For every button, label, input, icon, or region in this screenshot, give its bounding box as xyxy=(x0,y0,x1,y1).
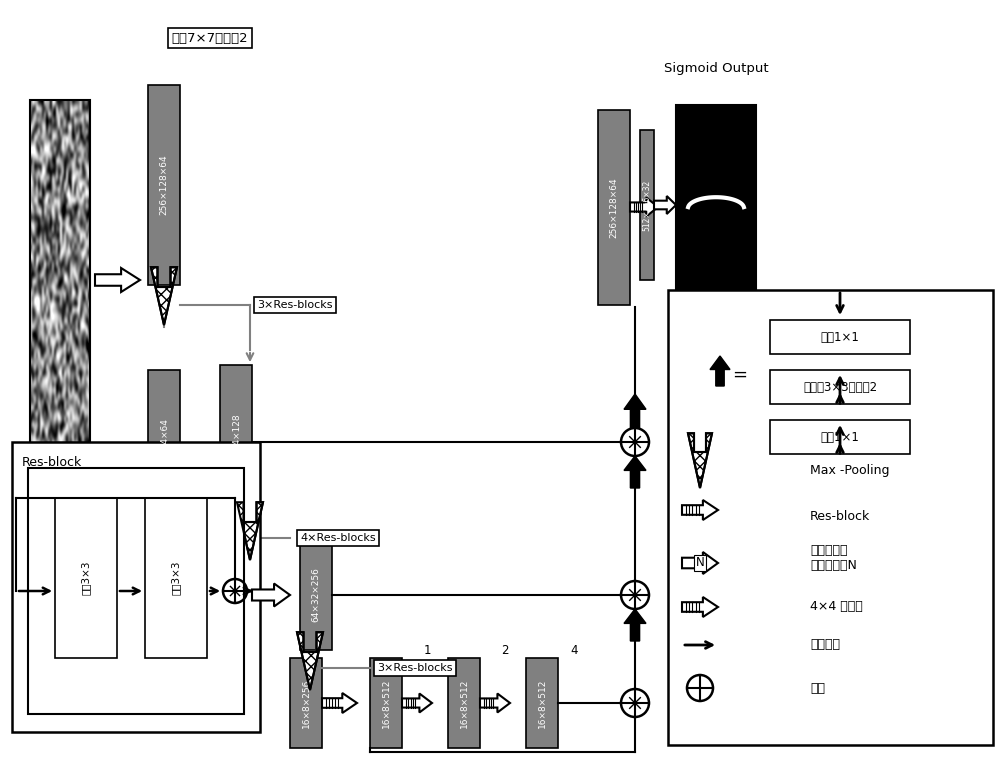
Polygon shape xyxy=(682,500,718,520)
Bar xyxy=(55,498,117,658)
Text: Max -Pooling: Max -Pooling xyxy=(810,463,890,476)
Polygon shape xyxy=(624,609,646,641)
Text: 16×8×256: 16×8×256 xyxy=(302,678,310,728)
Text: 卷积7×7，步进2: 卷积7×7，步进2 xyxy=(172,31,248,44)
Polygon shape xyxy=(624,394,646,428)
Text: 卷积1×1: 卷积1×1 xyxy=(821,431,859,443)
Text: 3×Res-blocks: 3×Res-blocks xyxy=(377,663,453,673)
Bar xyxy=(598,110,630,305)
Polygon shape xyxy=(630,197,658,216)
Polygon shape xyxy=(682,552,718,574)
Bar xyxy=(770,370,910,404)
Bar xyxy=(770,320,910,354)
Text: 64×32×256: 64×32×256 xyxy=(312,568,320,623)
Text: 3×Res-blocks: 3×Res-blocks xyxy=(257,300,333,310)
Text: 卷积3×3: 卷积3×3 xyxy=(81,561,91,595)
Text: Res-block: Res-block xyxy=(22,456,82,469)
Polygon shape xyxy=(402,693,432,712)
Bar xyxy=(640,130,654,280)
Bar xyxy=(300,540,332,650)
Polygon shape xyxy=(237,502,263,560)
Text: 2: 2 xyxy=(501,643,509,657)
Bar xyxy=(676,105,756,320)
Text: 1: 1 xyxy=(680,183,688,196)
Bar xyxy=(148,85,180,285)
Text: 128×64×64: 128×64×64 xyxy=(160,418,168,472)
Polygon shape xyxy=(480,693,510,712)
Text: 1: 1 xyxy=(423,643,431,657)
Text: 残差连接: 残差连接 xyxy=(810,639,840,652)
Text: 512×256×32: 512×256×32 xyxy=(642,179,652,231)
Text: =: = xyxy=(732,366,748,384)
Text: 4: 4 xyxy=(570,643,578,657)
Text: 4×Res-blocks: 4×Res-blocks xyxy=(300,533,376,543)
Text: Res-block: Res-block xyxy=(810,510,870,523)
Polygon shape xyxy=(95,268,140,292)
Text: 16×8×512: 16×8×512 xyxy=(460,678,468,728)
Bar xyxy=(220,540,252,650)
Bar xyxy=(148,370,180,520)
Bar xyxy=(770,420,910,454)
Bar xyxy=(370,658,402,748)
Bar xyxy=(28,468,244,714)
Text: 256×128×64: 256×128×64 xyxy=(610,178,618,238)
Polygon shape xyxy=(688,434,712,488)
Text: 求和: 求和 xyxy=(810,681,825,694)
Bar xyxy=(448,658,480,748)
Text: 128×64×128: 128×64×128 xyxy=(232,412,240,472)
Text: 卷积1×1: 卷积1×1 xyxy=(821,331,859,344)
Text: 64×32×128: 64×32×128 xyxy=(232,568,240,623)
Polygon shape xyxy=(151,267,177,325)
Polygon shape xyxy=(710,356,730,386)
Text: 4×4 反卷积: 4×4 反卷积 xyxy=(810,600,863,613)
Text: 16×8×512: 16×8×512 xyxy=(538,678,546,728)
Polygon shape xyxy=(682,597,718,617)
Text: 256×128×64: 256×128×64 xyxy=(160,155,168,216)
Text: Sigmoid Output: Sigmoid Output xyxy=(664,62,768,75)
Polygon shape xyxy=(654,196,676,214)
Bar xyxy=(12,442,260,732)
Text: 16×8×512: 16×8×512 xyxy=(382,678,390,728)
Bar xyxy=(145,498,207,658)
Text: 卷积3×3: 卷积3×3 xyxy=(171,561,181,595)
Bar xyxy=(30,100,90,560)
Bar xyxy=(220,365,252,520)
Text: 反卷积3×3，步进2: 反卷积3×3，步进2 xyxy=(803,380,877,393)
Polygon shape xyxy=(624,456,646,488)
Bar xyxy=(526,658,558,748)
Polygon shape xyxy=(297,632,323,690)
Polygon shape xyxy=(322,693,357,713)
Text: 膨胀卷积，
膨胀系数为N: 膨胀卷积， 膨胀系数为N xyxy=(810,544,857,572)
Bar xyxy=(668,290,993,745)
Polygon shape xyxy=(252,584,290,607)
Text: N: N xyxy=(696,556,704,569)
Bar xyxy=(290,658,322,748)
